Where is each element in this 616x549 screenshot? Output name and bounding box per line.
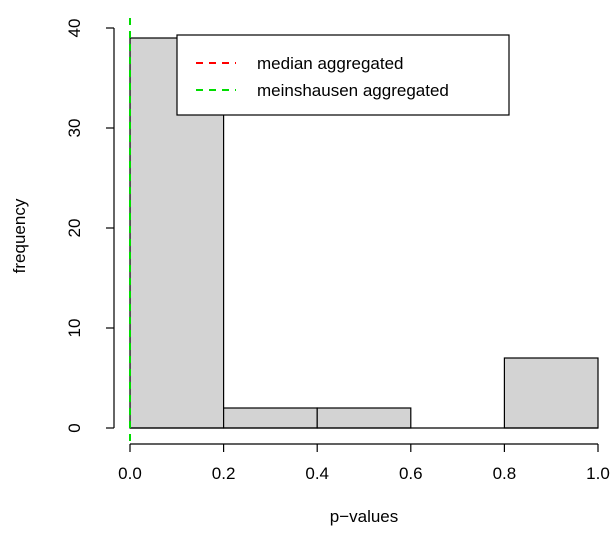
legend-label: median aggregated (257, 54, 404, 73)
y-tick-label: 20 (65, 219, 84, 238)
histogram-bar (223, 407, 318, 429)
x-tick-label: 0.6 (399, 464, 423, 483)
y-axis: 0 10 20 30 40 (65, 19, 115, 433)
histogram-bar (503, 357, 599, 429)
x-tick-label: 0.4 (305, 464, 329, 483)
x-axis: 0.0 0.2 0.4 0.6 0.8 1.0 (118, 443, 610, 483)
y-tick-label: 10 (65, 319, 84, 338)
y-tick-label: 30 (65, 119, 84, 138)
x-tick-label: 0.8 (493, 464, 517, 483)
y-axis-label: frequency (10, 198, 29, 273)
x-tick-label: 1.0 (586, 464, 610, 483)
legend-label: meinshausen aggregated (257, 81, 449, 100)
x-tick-label: 0.2 (212, 464, 236, 483)
y-tick-label: 0 (65, 423, 84, 432)
histogram-bar (316, 407, 412, 429)
x-tick-label: 0.0 (118, 464, 142, 483)
y-tick-label: 40 (65, 19, 84, 38)
legend-box (176, 34, 510, 116)
x-axis-label: p−values (330, 507, 399, 526)
legend: median aggregated meinshausen aggregated (176, 34, 510, 116)
